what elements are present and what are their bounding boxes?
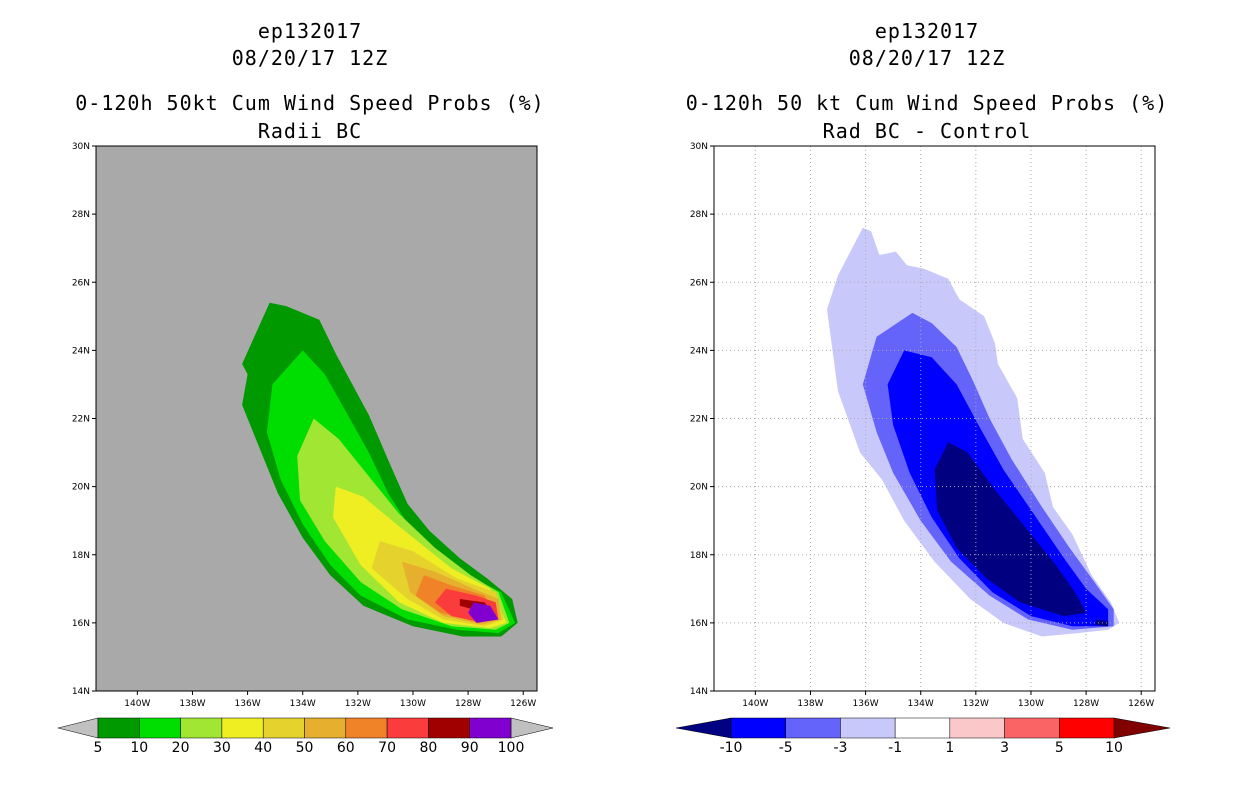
x-tick-label: 138W [179,699,205,709]
contour-10 [266,350,515,634]
left-chart-subtitle: Radii BC [257,119,363,143]
y-tick-label: 20N [72,483,90,493]
x-tick-label: 126W [510,699,536,709]
y-tick-label: 28N [690,210,708,220]
x-tick-label: 136W [235,699,261,709]
contour--10 [1094,619,1109,627]
left-colorbar: 5 10 20 30 40 50 60 70 80 90 100 [57,717,554,756]
colorbar-swatch [785,717,841,739]
colorbar-swatch [97,717,140,739]
colorbar-label: 40 [254,740,272,756]
contour--10 [934,442,1087,617]
colorbar-label: 10 [1105,740,1123,756]
contour--5 [887,350,1109,627]
colorbar-label: 90 [461,740,479,756]
x-tick-label: 134W [290,699,316,709]
x-tick-label: 128W [1073,699,1099,709]
colorbar-swatch [949,717,1005,739]
x-tick-label: 130W [400,699,426,709]
colorbar-label: -10 [720,740,743,756]
x-tick-label: 130W [1018,699,1044,709]
x-tick-label: 132W [963,699,989,709]
colorbar-label: 30 [213,740,231,756]
colorbar-swatch [221,717,264,739]
colorbar-swatch [1004,717,1060,739]
y-tick-label: 16N [690,619,708,629]
contour-90 [468,602,499,623]
x-tick-label: 132W [345,699,371,709]
right-chart-title: 0-120h 50 kt Cum Wind Speed Probs (%) [685,91,1169,115]
colorbar-high-end [510,717,554,739]
y-tick-label: 30N [72,142,90,152]
colorbar-swatch [730,717,786,739]
y-tick-label: 14N [72,687,90,697]
right-colorbar: -10 -5 -3 -1 1 3 5 10 [675,717,1171,756]
y-tick-label: 14N [690,687,708,697]
colorbar-label: 50 [296,740,314,756]
y-tick-label: 18N [72,551,90,561]
colorbar-swatch [428,717,470,739]
left-storm-id: ep132017 [257,19,363,43]
x-tick-label: 140W [742,699,768,709]
right-chart-subtitle: Rad BC - Control [822,119,1032,143]
colorbar-label: -1 [888,740,902,756]
left-map-panel: 140W 138W 136W 134W 132W 130W 128W 126W 14N 16N 18… [72,142,538,709]
y-tick-label: 16N [72,619,90,629]
colorbar-swatch [345,717,388,739]
y-tick-label: 26N [690,278,708,288]
colorbar-label: 70 [378,740,396,756]
y-tick-label: 30N [690,142,708,152]
colorbar-label: 80 [419,740,437,756]
y-tick-label: 26N [72,278,90,288]
x-tick-label: 128W [455,699,481,709]
colorbar-label: 20 [172,740,190,756]
x-tick-label: 140W [124,699,150,709]
colorbar-swatch [894,717,951,739]
map-frame [95,145,538,692]
colorbar-high-end [1113,717,1171,739]
colorbar-low-end [57,717,99,739]
colorbar-low-end [675,717,732,739]
colorbar-swatch [180,717,223,739]
right-storm-id: ep132017 [874,19,980,43]
y-tick-label: 22N [72,415,90,425]
x-tick-label: 138W [797,699,823,709]
colorbar-label: 3 [1000,740,1009,756]
x-tick-label: 126W [1128,699,1154,709]
colorbar-label: -5 [779,740,793,756]
colorbar-label: 10 [130,740,148,756]
left-date: 08/20/17 12Z [231,46,389,70]
y-tick-label: 24N [72,346,90,356]
colorbar-swatch [304,717,347,739]
right-map-panel: 140W 138W 136W 134W 132W 130W 128W 126W 14N 16N 18… [690,142,1156,709]
colorbar-label: -3 [833,740,847,756]
x-tick-label: 136W [853,699,879,709]
x-tick-label: 134W [908,699,934,709]
colorbar-label: 1 [945,740,954,756]
right-date: 08/20/17 12Z [848,46,1006,70]
left-chart-title: 0-120h 50kt Cum Wind Speed Probs (%) [75,91,545,115]
y-tick-label: 28N [72,210,90,220]
y-tick-label: 22N [690,415,708,425]
y-tick-label: 20N [690,483,708,493]
y-tick-label: 24N [690,346,708,356]
colorbar-swatch [262,717,305,739]
colorbar-swatch [469,717,512,739]
colorbar-label: 60 [337,740,355,756]
colorbar-label: 5 [94,740,103,756]
colorbar-swatch [1059,717,1115,739]
colorbar-swatch [386,717,429,739]
colorbar-label: 100 [498,740,525,756]
colorbar-swatch [139,717,181,739]
y-tick-label: 18N [690,551,708,561]
colorbar-label: 5 [1055,740,1064,756]
colorbar-swatch [840,717,896,739]
map-frame [713,145,1156,692]
